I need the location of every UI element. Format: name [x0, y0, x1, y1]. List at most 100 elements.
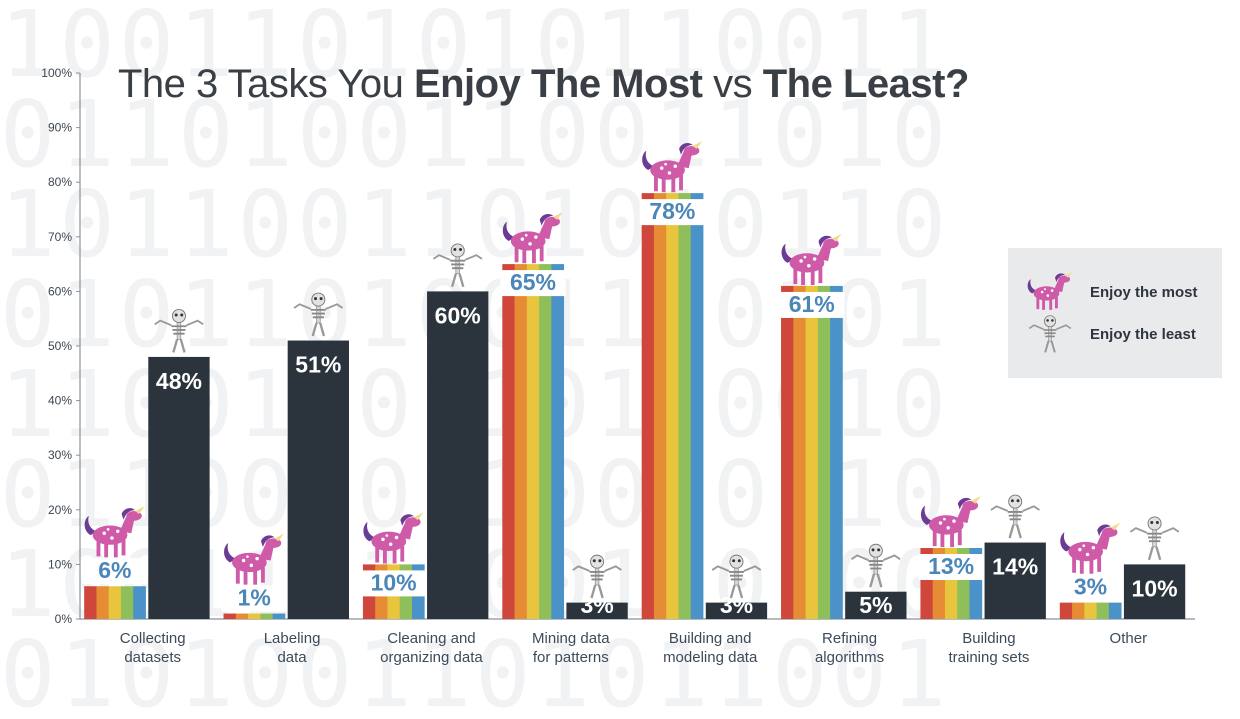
legend-label-most: Enjoy the most [1090, 283, 1198, 301]
category-label-line: Collecting [120, 630, 186, 647]
bar-most-8 [1059, 602, 1122, 619]
bar-most-stripe [526, 264, 540, 619]
bar-most-stripe [551, 264, 565, 619]
value-label-most: 10% [371, 569, 417, 595]
skeleton-icon [850, 543, 902, 589]
category-label-line: Refining [822, 630, 877, 647]
value-label-most: 1% [238, 585, 271, 611]
bar-most-stripe [539, 264, 552, 619]
category-label: Labeling data [264, 630, 321, 666]
value-label-most: 13% [928, 553, 974, 579]
category-label-line: Labeling [264, 630, 321, 647]
bar-least-5 [705, 602, 768, 619]
chart-title: The 3 Tasks You Enjoy The Most vs The Le… [118, 62, 969, 107]
bar-most-stripe [96, 586, 110, 619]
bar-most-5 [641, 193, 704, 619]
value-label-least: 5% [859, 592, 892, 618]
bar-most-6 [781, 285, 843, 619]
category-label: Refining algorithms [815, 630, 884, 666]
title-part-2: Enjoy The Most [413, 62, 703, 106]
bar-most-stripe [1059, 602, 1073, 619]
bar-most-stripe [1072, 602, 1085, 619]
value-label-bg-most [639, 199, 706, 226]
title-part-1: The 3 Tasks You [118, 62, 414, 106]
bar-least-7 [984, 542, 1046, 619]
skeleton-icon [432, 242, 484, 289]
value-label-least: 48% [156, 368, 202, 394]
bar-most-2 [223, 613, 286, 619]
bar-most-stripe [653, 193, 667, 619]
category-label-line: modeling data [663, 649, 758, 666]
value-label-most: 78% [649, 198, 695, 224]
category-label-line: Mining data [532, 630, 610, 647]
value-label-bg-most [221, 585, 287, 612]
bar-most-stripe [108, 586, 122, 619]
category-label-line: Other [1110, 630, 1148, 647]
bars-group [84, 193, 1186, 619]
value-label-bg-most [82, 558, 148, 585]
value-label-most: 65% [510, 269, 556, 295]
category-label-line: Cleaning and [387, 630, 475, 647]
category-label-line: algorithms [815, 649, 884, 666]
bar-most-stripe [133, 586, 146, 619]
value-label-most: 3% [1074, 574, 1107, 600]
category-label-line: organizing data [380, 649, 483, 666]
bar-most-stripe [1108, 602, 1122, 619]
unicorn-icon [224, 533, 285, 585]
bar-most-stripe [260, 613, 274, 619]
y-tick-label: 20% [48, 503, 72, 517]
bar-most-stripe [817, 285, 831, 619]
unicorn-icon [781, 233, 842, 286]
value-label-least: 10% [1132, 575, 1178, 601]
y-tick-label: 40% [48, 394, 72, 408]
bar-most-stripe [514, 264, 528, 619]
y-tick-label: 50% [48, 339, 72, 353]
bar-most-stripe [223, 613, 237, 619]
y-tick-label: 90% [48, 121, 72, 135]
bar-most-stripe [272, 613, 286, 619]
y-tick-label: 0% [55, 612, 73, 626]
bar-most-4 [502, 264, 565, 619]
y-tick-label: 30% [48, 448, 72, 462]
bar-most-stripe [805, 285, 819, 619]
legend-item-most: Enjoy the most [1022, 272, 1198, 312]
legend-item-least: Enjoy the least [1022, 314, 1196, 354]
bar-most-stripe [678, 193, 692, 619]
skeleton-icon [292, 291, 344, 338]
bar-most-stripe [1084, 602, 1098, 619]
title-part-3: vs [702, 62, 763, 106]
value-label-least: 14% [992, 554, 1038, 580]
category-label: Other [1110, 630, 1148, 647]
bar-most-stripe [781, 285, 794, 619]
value-label-bg-most [918, 554, 984, 581]
category-label-line: Building and [669, 630, 752, 647]
value-label-most: 61% [789, 291, 835, 317]
skeleton-icon [1022, 314, 1078, 354]
unicorn-icon [920, 496, 981, 548]
unicorn-icon [642, 141, 703, 193]
value-label-bg-most [500, 270, 566, 297]
y-tick-label: 80% [48, 175, 72, 189]
bar-most-stripe [84, 586, 97, 619]
y-tick-label: 70% [48, 230, 72, 244]
value-label-least: 51% [295, 352, 341, 378]
unicorn-icon [84, 506, 145, 558]
value-label-least: 3% [580, 592, 613, 618]
bar-least-3 [427, 291, 489, 619]
unicorn-icon [1060, 522, 1121, 574]
legend: Enjoy the most Enjoy the least [1008, 248, 1222, 378]
bar-most-1 [84, 586, 146, 619]
category-label-line: data [277, 649, 307, 666]
bar-most-stripe [641, 193, 655, 619]
value-label-least: 60% [435, 302, 481, 328]
value-label-most: 6% [98, 557, 131, 583]
bar-least-4 [566, 602, 628, 619]
bar-most-stripe [248, 613, 261, 619]
bar-most-stripe [830, 285, 843, 619]
skeleton-icon [989, 493, 1041, 540]
title-part-4: The Least? [762, 62, 970, 106]
bar-least-6 [845, 591, 907, 619]
legend-label-least: Enjoy the least [1090, 325, 1196, 343]
unicorn-icon [363, 512, 424, 564]
bar-least-8 [1123, 564, 1186, 619]
